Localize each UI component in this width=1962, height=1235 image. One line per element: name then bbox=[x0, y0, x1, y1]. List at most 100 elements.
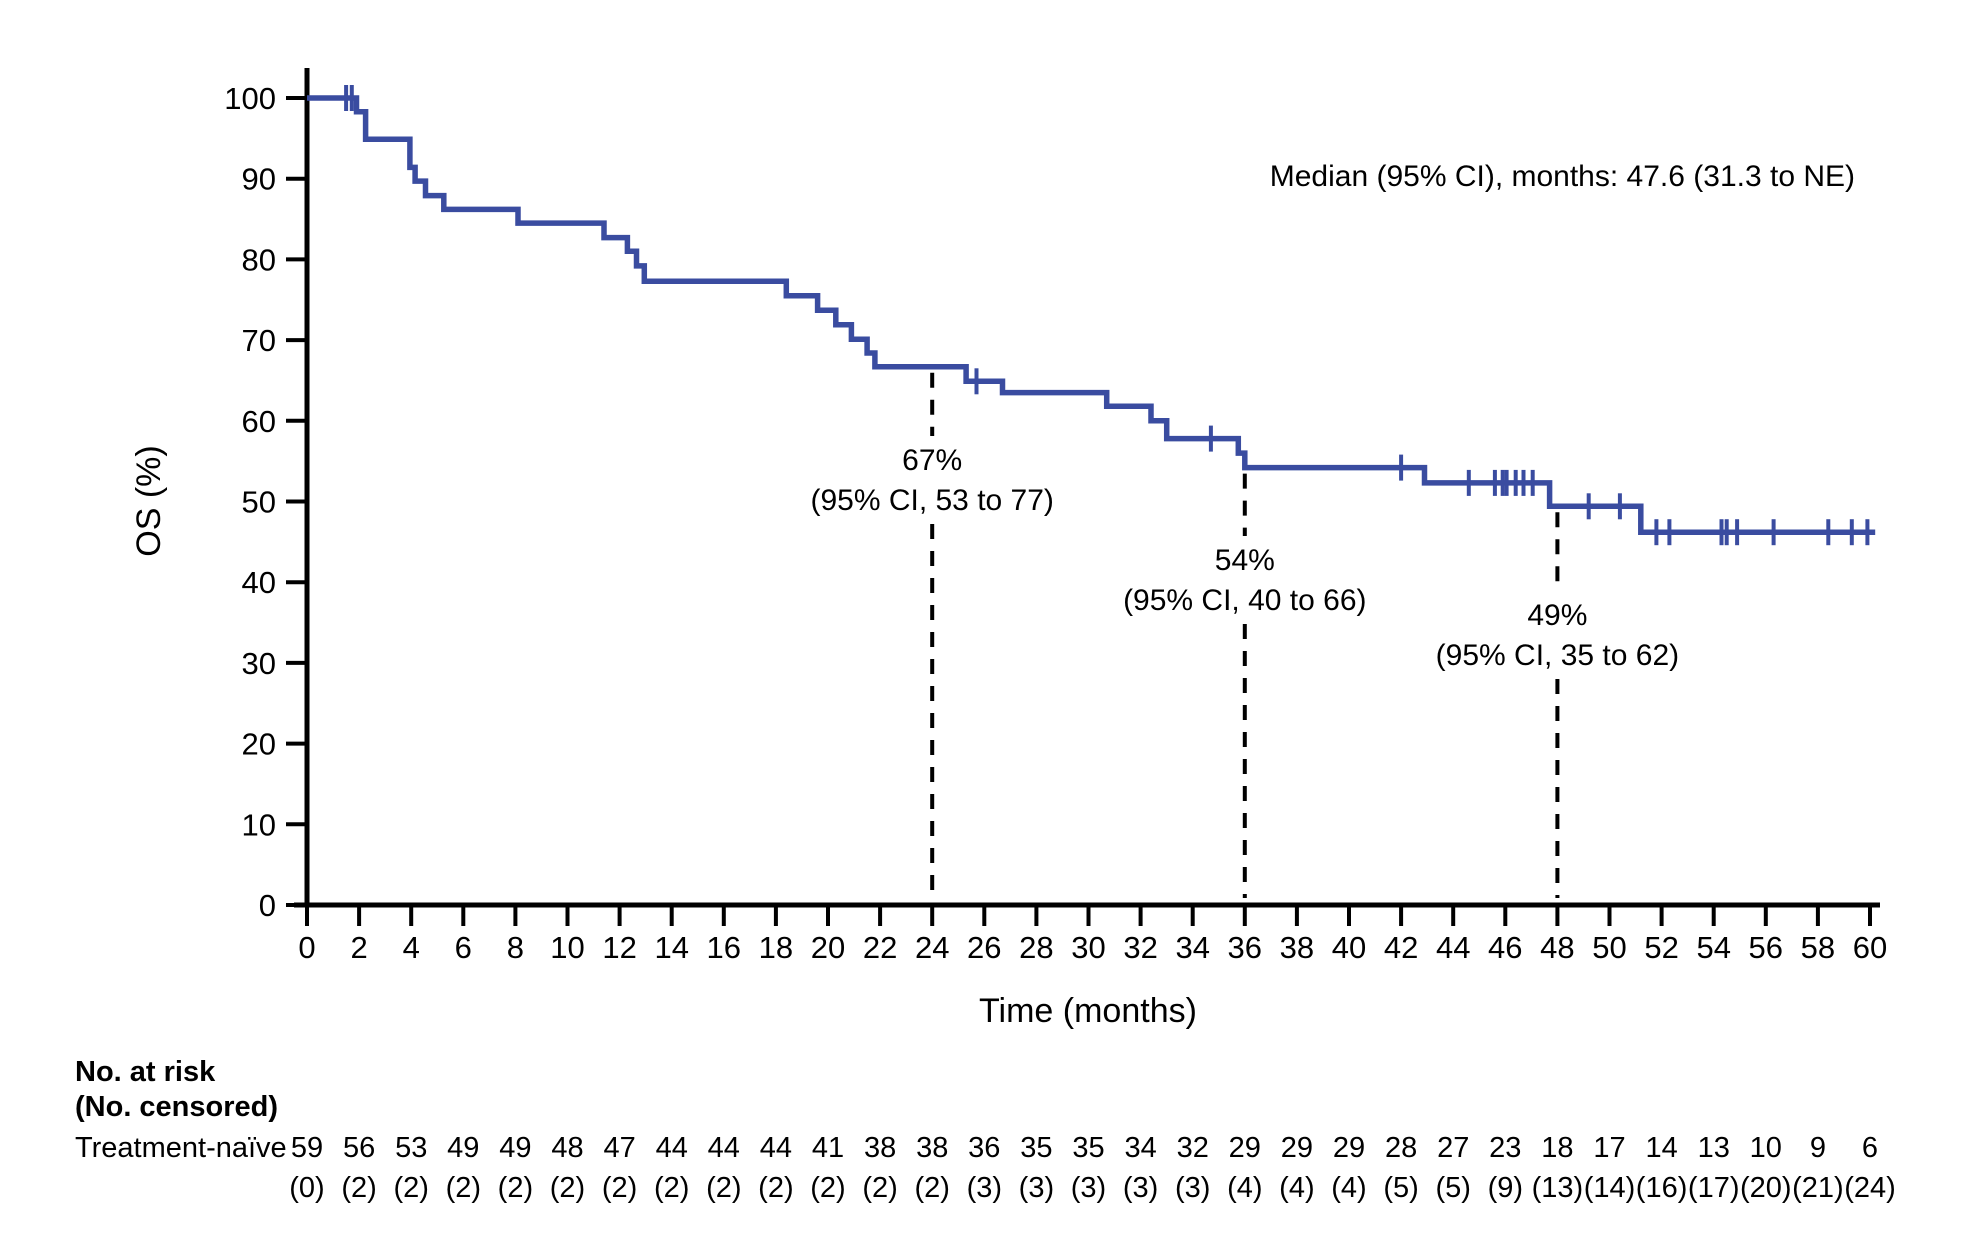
x-tick-label: 36 bbox=[1228, 930, 1262, 965]
x-tick-label: 34 bbox=[1175, 930, 1209, 965]
x-tick-label: 24 bbox=[915, 930, 949, 965]
risk-at-risk-value: 35 bbox=[1072, 1132, 1104, 1164]
risk-at-risk-value: 29 bbox=[1333, 1132, 1365, 1164]
x-tick-label: 40 bbox=[1332, 930, 1366, 965]
risk-row-label: Treatment-naïve bbox=[75, 1132, 287, 1164]
x-tick-label: 18 bbox=[759, 930, 793, 965]
y-tick-label: 20 bbox=[242, 727, 276, 762]
risk-at-risk-value: 41 bbox=[812, 1132, 844, 1164]
x-tick-label: 10 bbox=[550, 930, 584, 965]
risk-at-risk-value: 59 bbox=[291, 1132, 323, 1164]
landmark-ci-label: (95% CI, 53 to 77) bbox=[810, 484, 1053, 517]
risk-censored-value: (2) bbox=[602, 1172, 637, 1204]
risk-censored-value: (2) bbox=[810, 1172, 845, 1204]
x-tick-label: 26 bbox=[967, 930, 1001, 965]
risk-at-risk-value: 44 bbox=[760, 1132, 792, 1164]
landmark-ci-label: (95% CI, 40 to 66) bbox=[1123, 584, 1366, 617]
x-tick-label: 12 bbox=[602, 930, 636, 965]
risk-table-header-line1: No. at risk bbox=[75, 1056, 216, 1088]
risk-censored-value: (17) bbox=[1688, 1172, 1740, 1204]
risk-censored-value: (21) bbox=[1792, 1172, 1844, 1204]
landmark-percent-label: 49% bbox=[1527, 599, 1587, 632]
x-axis-title: Time (months) bbox=[979, 992, 1197, 1030]
survival-step-curve bbox=[307, 95, 1876, 535]
risk-censored-value: (3) bbox=[1019, 1172, 1054, 1204]
risk-censored-value: (2) bbox=[862, 1172, 897, 1204]
risk-censored-value: (16) bbox=[1636, 1172, 1688, 1204]
risk-censored-value: (13) bbox=[1532, 1172, 1584, 1204]
risk-at-risk-value: 38 bbox=[916, 1132, 948, 1164]
x-tick-label: 30 bbox=[1071, 930, 1105, 965]
risk-at-risk-value: 27 bbox=[1437, 1132, 1469, 1164]
x-tick-label: 8 bbox=[507, 930, 524, 965]
risk-censored-value: (2) bbox=[446, 1172, 481, 1204]
risk-at-risk-value: 35 bbox=[1020, 1132, 1052, 1164]
risk-censored-value: (2) bbox=[654, 1172, 689, 1204]
x-tick-label: 0 bbox=[298, 930, 315, 965]
risk-censored-value: (14) bbox=[1584, 1172, 1636, 1204]
risk-censored-value: (3) bbox=[1071, 1172, 1106, 1204]
risk-at-risk-value: 14 bbox=[1645, 1132, 1677, 1164]
risk-censored-value: (2) bbox=[550, 1172, 585, 1204]
risk-at-risk-value: 34 bbox=[1124, 1132, 1156, 1164]
risk-at-risk-value: 10 bbox=[1750, 1132, 1782, 1164]
risk-at-risk-value: 32 bbox=[1177, 1132, 1209, 1164]
x-tick-label: 16 bbox=[707, 930, 741, 965]
risk-censored-value: (5) bbox=[1383, 1172, 1418, 1204]
x-tick-label: 4 bbox=[403, 930, 420, 965]
risk-at-risk-value: 47 bbox=[603, 1132, 635, 1164]
y-tick-label: 80 bbox=[242, 242, 276, 277]
x-tick-label: 52 bbox=[1644, 930, 1678, 965]
risk-at-risk-value: 44 bbox=[656, 1132, 688, 1164]
risk-censored-value: (3) bbox=[1123, 1172, 1158, 1204]
risk-at-risk-value: 44 bbox=[708, 1132, 740, 1164]
y-tick-label: 50 bbox=[242, 485, 276, 520]
x-tick-label: 48 bbox=[1540, 930, 1574, 965]
risk-censored-value: (20) bbox=[1740, 1172, 1792, 1204]
y-axis-title: OS (%) bbox=[130, 445, 168, 556]
risk-at-risk-value: 23 bbox=[1489, 1132, 1521, 1164]
risk-at-risk-value: 9 bbox=[1810, 1132, 1826, 1164]
x-tick-label: 22 bbox=[863, 930, 897, 965]
risk-at-risk-value: 29 bbox=[1281, 1132, 1313, 1164]
risk-at-risk-value: 29 bbox=[1229, 1132, 1261, 1164]
x-tick-label: 56 bbox=[1749, 930, 1783, 965]
risk-censored-value: (24) bbox=[1844, 1172, 1896, 1204]
risk-at-risk-value: 13 bbox=[1698, 1132, 1730, 1164]
y-tick-label: 60 bbox=[242, 404, 276, 439]
risk-at-risk-value: 38 bbox=[864, 1132, 896, 1164]
risk-at-risk-value: 53 bbox=[395, 1132, 427, 1164]
risk-censored-value: (3) bbox=[967, 1172, 1002, 1204]
risk-censored-value: (2) bbox=[498, 1172, 533, 1204]
risk-at-risk-value: 49 bbox=[499, 1132, 531, 1164]
x-tick-label: 38 bbox=[1280, 930, 1314, 965]
x-tick-label: 50 bbox=[1592, 930, 1626, 965]
risk-censored-value: (9) bbox=[1488, 1172, 1523, 1204]
y-tick-label: 30 bbox=[242, 646, 276, 681]
risk-at-risk-value: 17 bbox=[1593, 1132, 1625, 1164]
y-tick-label: 10 bbox=[242, 807, 276, 842]
y-tick-label: 70 bbox=[242, 323, 276, 358]
risk-at-risk-value: 48 bbox=[551, 1132, 583, 1164]
risk-censored-value: (2) bbox=[706, 1172, 741, 1204]
risk-censored-value: (2) bbox=[758, 1172, 793, 1204]
risk-table-header-line2: (No. censored) bbox=[75, 1091, 278, 1123]
risk-censored-value: (3) bbox=[1175, 1172, 1210, 1204]
risk-at-risk-value: 28 bbox=[1385, 1132, 1417, 1164]
risk-censored-value: (5) bbox=[1435, 1172, 1470, 1204]
risk-at-risk-value: 6 bbox=[1862, 1132, 1878, 1164]
risk-at-risk-value: 18 bbox=[1541, 1132, 1573, 1164]
risk-at-risk-value: 36 bbox=[968, 1132, 1000, 1164]
risk-censored-value: (2) bbox=[393, 1172, 428, 1204]
risk-censored-value: (2) bbox=[914, 1172, 949, 1204]
risk-censored-value: (0) bbox=[289, 1172, 324, 1204]
risk-censored-value: (4) bbox=[1279, 1172, 1314, 1204]
x-tick-label: 2 bbox=[350, 930, 367, 965]
risk-at-risk-value: 49 bbox=[447, 1132, 479, 1164]
y-tick-label: 40 bbox=[242, 565, 276, 600]
x-tick-label: 14 bbox=[654, 930, 688, 965]
x-tick-label: 54 bbox=[1696, 930, 1730, 965]
median-annotation: Median (95% CI), months: 47.6 (31.3 to N… bbox=[1270, 160, 1855, 193]
